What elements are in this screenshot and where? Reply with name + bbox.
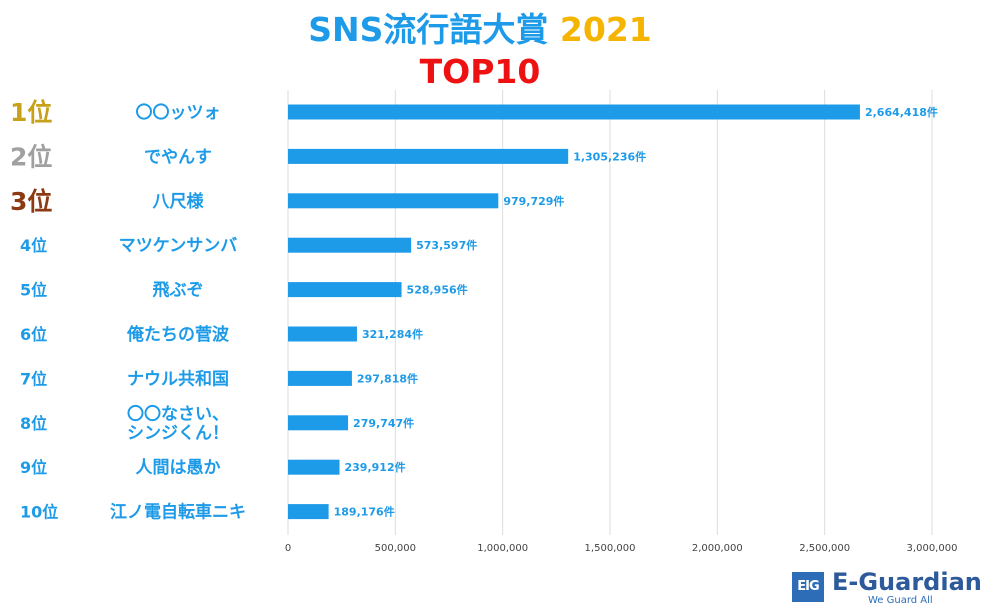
category-label: マツケンサンバ [119,236,238,256]
category-label: 八尺様 [153,191,205,212]
chart-title: SNS流行語大賞 2021 [0,10,960,50]
x-tick-label: 1,000,000 [477,543,528,554]
rank-label: 1位 [10,98,52,127]
logo-name: E-Guardian [832,568,982,596]
rank-label: 7位 [20,369,47,388]
x-tick-label: 1,500,000 [585,543,636,554]
value-label: 979,729件 [503,194,564,208]
x-tick-label: 0 [285,543,291,554]
company-logo: EIG E-Guardian We Guard All [792,568,982,606]
bar [288,415,349,431]
bar [288,326,357,342]
rank-label: 6位 [20,325,47,344]
bar [288,237,412,253]
category-label: 〇〇ッツォ [136,103,221,123]
rank-label: 4位 [20,236,47,255]
logo-mark: EIG [792,572,824,602]
value-label: 279,747件 [353,416,414,430]
category-label: 江ノ電自転車ニキ [110,502,246,523]
value-label: 2,664,418件 [865,105,938,119]
category-label: でやんす [144,147,212,167]
value-label: 1,305,236件 [573,149,646,163]
x-tick-label: 2,000,000 [692,543,743,554]
category-label: 人間は愚か [136,458,221,478]
value-label: 239,912件 [345,460,406,474]
x-tick-label: 3,000,000 [907,543,958,554]
logo-tagline: We Guard All [868,595,933,606]
bar [288,282,402,298]
bar [288,370,352,386]
value-label: 573,597件 [416,238,477,252]
rank-label: 5位 [20,281,47,300]
bar [288,504,329,520]
category-label: 〇〇なさい、 [127,404,229,424]
rank-label: 8位 [20,414,47,433]
bar [288,148,569,164]
x-tick-label: 2,500,000 [799,543,850,554]
chart-subtitle: TOP10 [419,52,541,91]
value-label: 528,956件 [407,283,468,297]
chart-title-year: 2021 [559,10,652,49]
category-label: 俺たちの菅波 [126,324,230,345]
bar [288,459,340,475]
category-label: ナウル共和国 [127,369,229,389]
x-tick-label: 500,000 [375,543,416,554]
category-label: シンジくん！ [127,423,229,443]
value-label: 321,284件 [362,327,423,341]
rank-label: 10位 [20,503,58,522]
rank-label: 3位 [10,187,52,216]
value-label: 189,176件 [334,505,395,519]
bar-chart: 0 500,000 1,000,000 1,500,000 2,000,000 2,500… [10,90,958,554]
chart-title-text: SNS流行語大賞 [308,10,549,49]
bar [288,104,860,120]
category-label: 飛ぶぞ [152,281,204,301]
bar [288,193,499,209]
rank-label: 9位 [20,458,47,477]
value-label: 297,818件 [357,371,418,385]
rank-label: 2位 [10,142,52,171]
